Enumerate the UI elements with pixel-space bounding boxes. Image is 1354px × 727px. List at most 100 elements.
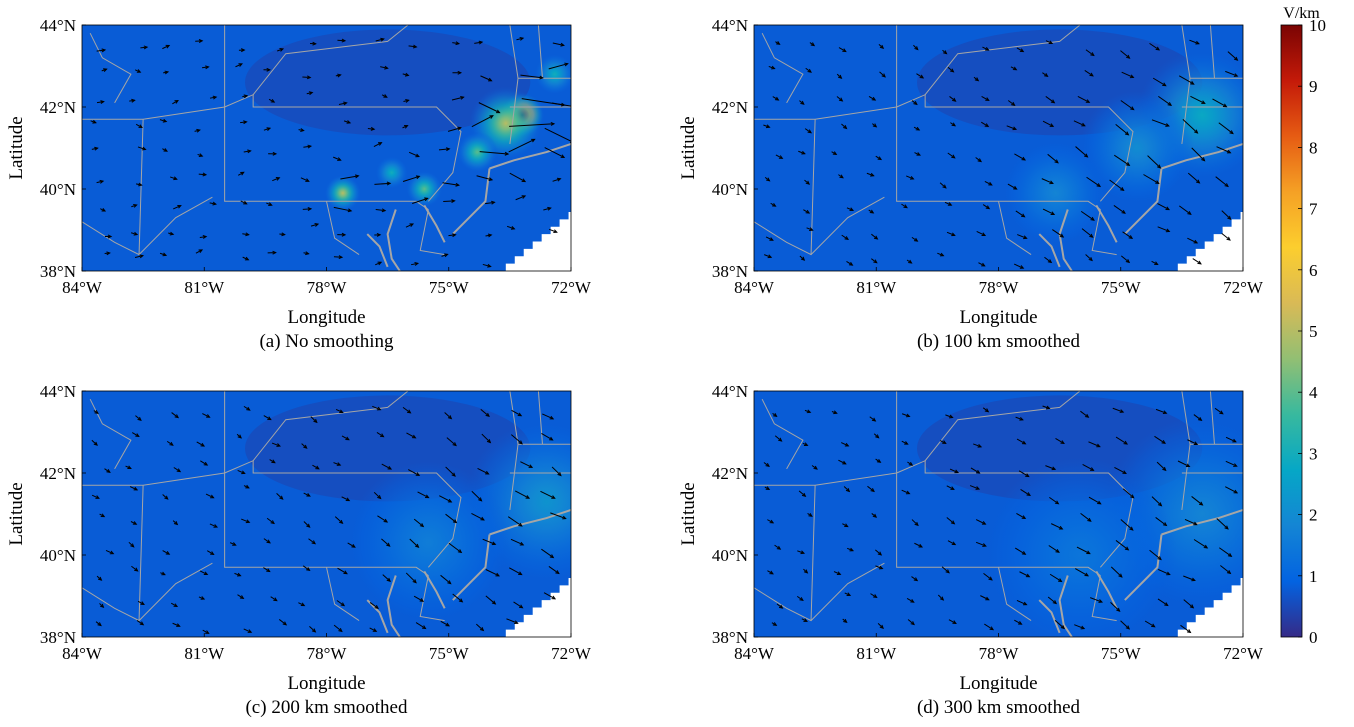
field-arrow: [1074, 624, 1085, 630]
panel-caption: (b) 100 km smoothed: [917, 331, 1081, 352]
field-arrow: [1120, 519, 1134, 531]
field-arrow-head: [411, 434, 417, 439]
field-arrow-head: [447, 415, 453, 420]
field-arrow: [1158, 95, 1172, 106]
field-arrow-head: [370, 126, 376, 131]
field-arrow-head: [1086, 550, 1091, 555]
field-arrow-head: [774, 96, 780, 101]
field-arrow: [1221, 233, 1231, 241]
field-arrow: [1191, 147, 1205, 162]
field-arrow-head: [383, 518, 389, 523]
field-arrow: [1055, 437, 1065, 444]
x-tick-label: 72°W: [1223, 644, 1264, 663]
field-arrow-head: [1096, 443, 1101, 448]
field-arrow-head: [268, 202, 273, 206]
y-tick-label: 44°N: [40, 382, 76, 401]
panel-caption: (a) No smoothing: [259, 331, 394, 352]
field-arrow: [443, 200, 455, 203]
field-arrow-head: [305, 178, 310, 182]
field-arrow-head: [1162, 410, 1168, 415]
field-arrow: [373, 142, 382, 147]
field-arrow: [413, 518, 424, 527]
field-arrow: [408, 151, 420, 158]
field-arrow-head: [985, 205, 991, 210]
field-arrow: [1041, 178, 1054, 184]
field-arrow: [838, 459, 846, 465]
field-arrow-head: [243, 94, 249, 99]
field-arrow: [507, 225, 515, 230]
field-arrow-head: [1052, 600, 1058, 605]
field-arrow-head: [279, 48, 285, 52]
field-arrow: [1073, 120, 1086, 127]
field-arrow: [335, 408, 343, 413]
field-arrow: [474, 41, 483, 44]
field-arrow: [868, 96, 876, 101]
field-arrow: [1113, 154, 1130, 166]
field-arrow-head: [848, 261, 854, 266]
field-arrow: [509, 123, 555, 127]
field-arrow-head: [1060, 440, 1065, 444]
field-arrow: [438, 148, 450, 151]
field-arrow: [476, 175, 493, 181]
field-arrow-head: [100, 513, 106, 518]
field-arrow-head: [381, 208, 387, 213]
field-arrow-head: [1054, 159, 1059, 164]
field-arrow-head: [769, 237, 774, 241]
field-arrow-head: [869, 209, 875, 214]
field-arrow-head: [1157, 502, 1163, 507]
field-arrow-head: [339, 409, 344, 414]
field-arrow: [1080, 210, 1095, 221]
field-arrow: [1082, 464, 1094, 471]
field-arrow-head: [800, 256, 806, 261]
field-arrow-head: [239, 595, 245, 600]
field-arrow-head: [1186, 629, 1192, 634]
field-arrow-head: [1193, 521, 1198, 526]
field-arrow-head: [238, 63, 243, 67]
y-tick-label: 38°N: [712, 262, 748, 281]
field-arrow-head: [1023, 235, 1028, 240]
field-arrow-head: [528, 464, 534, 468]
field-arrow-head: [266, 568, 271, 573]
field-arrow-head: [279, 495, 284, 500]
field-arrow-head: [951, 541, 957, 546]
field-arrow: [263, 538, 271, 544]
field-arrow: [1120, 50, 1130, 59]
field-arrow-head: [247, 629, 253, 633]
field-arrow-head: [518, 604, 524, 609]
field-arrow: [169, 176, 177, 180]
field-arrow-head: [133, 204, 138, 208]
state-border: [998, 201, 1032, 256]
state-border: [924, 25, 1081, 96]
field-arrow-head: [173, 603, 179, 608]
field-arrow: [263, 415, 272, 421]
field-arrow: [544, 127, 571, 142]
field-arrow-head: [275, 177, 281, 181]
field-arrow-head: [981, 521, 987, 525]
field-arrow: [408, 469, 420, 476]
field-arrow-head: [1198, 501, 1204, 506]
field-arrow: [243, 628, 252, 633]
field-arrow: [1190, 95, 1205, 104]
field-arrow: [937, 594, 944, 601]
field-arrow-head: [200, 596, 206, 600]
field-arrow-head: [872, 123, 878, 128]
field-arrow-head: [805, 180, 811, 185]
field-arrow: [550, 512, 566, 520]
ocean-mask: [505, 530, 571, 637]
field-arrow: [1149, 42, 1160, 51]
field-arrow: [172, 622, 180, 627]
field-arrow-head: [386, 542, 391, 547]
state-border: [1209, 391, 1215, 445]
field-arrow-head: [162, 252, 168, 257]
field-arrow: [1225, 460, 1237, 467]
field-arrow-head: [776, 545, 782, 550]
field-arrow: [1047, 153, 1059, 164]
field-arrow-head: [447, 498, 453, 503]
field-arrow-head: [951, 154, 956, 159]
field-arrow: [914, 542, 923, 548]
state-border: [924, 391, 1081, 462]
field-arrow-head: [486, 439, 492, 444]
field-arrow-head: [210, 551, 215, 556]
field-arrow-head: [314, 223, 320, 227]
field-arrow-head: [1201, 100, 1206, 104]
